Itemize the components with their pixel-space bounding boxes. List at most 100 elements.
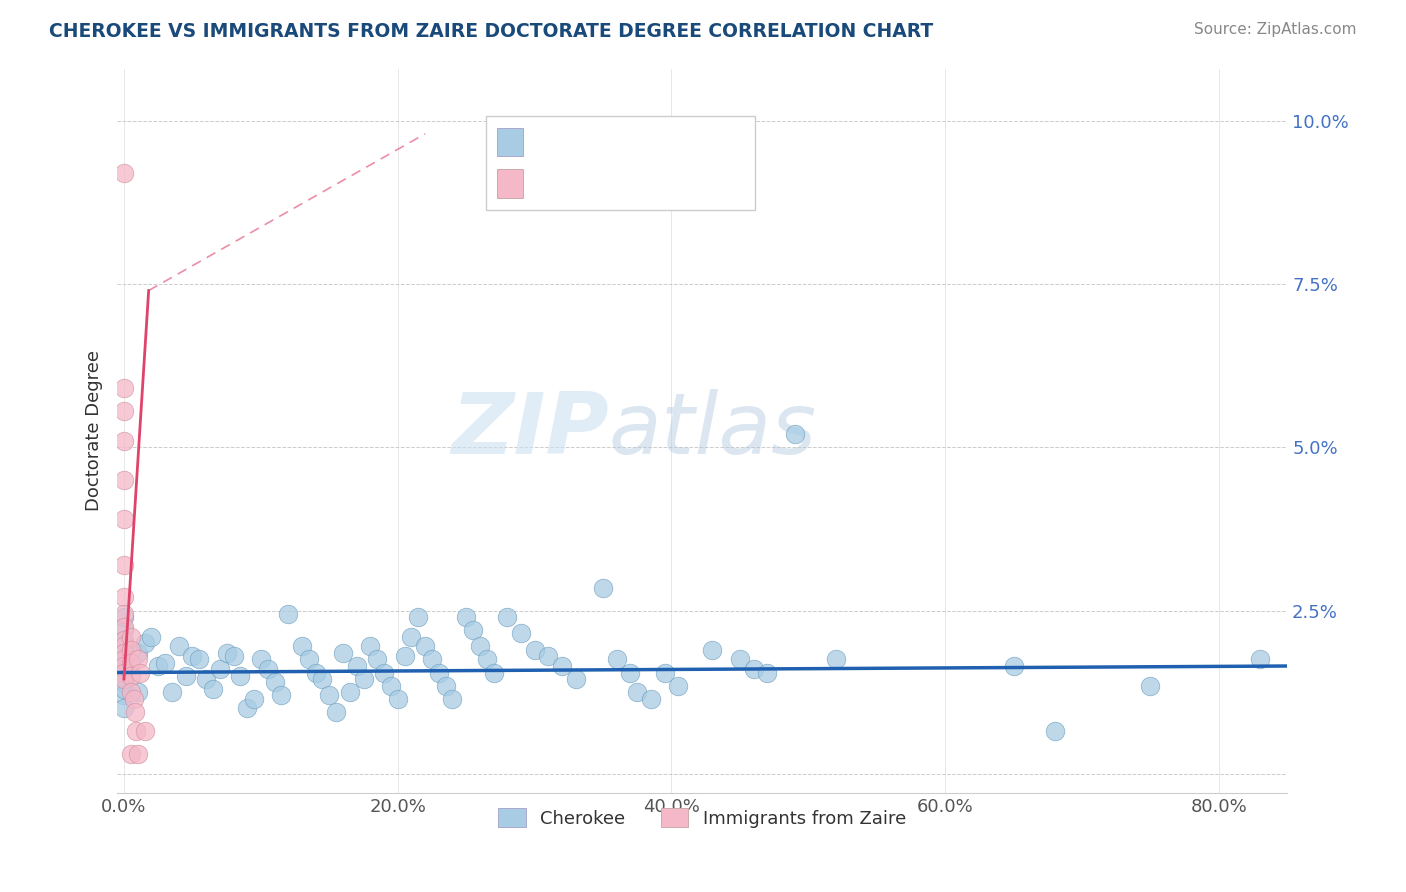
Point (626, 685, 648, 699)
Point (181, 649, 204, 664)
Point (1249, 652, 1271, 666)
Point (112, 640, 135, 654)
Point (332, 646, 354, 660)
Point (112, 652, 135, 666)
Point (127, 747, 149, 761)
Point (1139, 679, 1161, 693)
Point (475, 652, 498, 666)
Point (112, 675, 135, 690)
Point (215, 646, 238, 660)
Point (509, 626, 531, 640)
Point (263, 675, 285, 690)
Point (188, 652, 211, 666)
Point (236, 701, 259, 715)
Point (153, 656, 176, 670)
Point (325, 705, 347, 719)
Point (112, 662, 135, 676)
Point (112, 636, 135, 650)
Point (298, 652, 321, 666)
Point (222, 649, 245, 664)
Point (141, 630, 163, 644)
Text: atlas: atlas (609, 390, 817, 473)
Point (456, 610, 478, 624)
Point (387, 691, 409, 706)
Point (606, 652, 628, 666)
Point (401, 630, 423, 644)
Point (112, 473, 135, 487)
Point (468, 640, 491, 654)
Point (1043, 724, 1066, 739)
Point (394, 649, 416, 664)
Point (112, 404, 135, 418)
Point (112, 607, 135, 621)
Point (112, 659, 135, 673)
Point (112, 512, 135, 526)
Point (134, 724, 156, 739)
Point (339, 685, 361, 699)
Point (523, 642, 546, 657)
Point (112, 646, 135, 660)
Point (112, 166, 135, 180)
Point (406, 610, 429, 624)
Point (380, 679, 402, 693)
Point (112, 591, 135, 605)
Point (434, 679, 457, 693)
Point (127, 685, 149, 699)
Point (304, 665, 326, 680)
Point (120, 630, 142, 644)
Point (824, 652, 846, 666)
Point (359, 640, 381, 654)
Point (256, 662, 278, 676)
Point (129, 665, 152, 680)
Point (366, 652, 388, 666)
Point (1002, 659, 1025, 673)
Point (160, 685, 183, 699)
Point (756, 665, 779, 680)
Point (127, 646, 149, 660)
Point (742, 662, 765, 676)
Point (413, 640, 436, 654)
Point (420, 652, 443, 666)
Text: CHEROKEE VS IMMIGRANTS FROM ZAIRE DOCTORATE DEGREE CORRELATION CHART: CHEROKEE VS IMMIGRANTS FROM ZAIRE DOCTOR… (49, 22, 934, 41)
Point (243, 691, 266, 706)
Point (167, 640, 190, 654)
Point (134, 636, 156, 650)
Point (122, 691, 145, 706)
Point (441, 691, 464, 706)
Point (120, 669, 142, 683)
Point (120, 747, 142, 761)
Point (112, 434, 135, 448)
Point (702, 642, 724, 657)
Point (120, 685, 142, 699)
Point (619, 665, 641, 680)
Point (112, 623, 135, 637)
Point (127, 652, 149, 666)
Point (174, 669, 197, 683)
Point (112, 642, 135, 657)
Point (427, 665, 450, 680)
Point (124, 705, 146, 719)
Point (125, 724, 148, 739)
Point (551, 659, 574, 673)
Y-axis label: Doctorate Degree: Doctorate Degree (86, 351, 103, 511)
Point (112, 610, 135, 624)
Text: ZIP: ZIP (451, 390, 609, 473)
Point (640, 691, 662, 706)
Point (112, 672, 135, 686)
Point (353, 672, 375, 686)
Legend: Cherokee, Immigrants from Zaire: Cherokee, Immigrants from Zaire (491, 801, 912, 835)
Point (112, 620, 135, 634)
Point (112, 382, 135, 396)
Point (112, 681, 135, 696)
Point (229, 669, 252, 683)
Point (564, 672, 586, 686)
Point (728, 652, 751, 666)
Point (346, 659, 368, 673)
Point (482, 665, 505, 680)
Point (120, 656, 142, 670)
Point (250, 652, 273, 666)
Point (201, 681, 224, 696)
Point (291, 640, 314, 654)
Point (373, 665, 395, 680)
Point (496, 610, 519, 624)
